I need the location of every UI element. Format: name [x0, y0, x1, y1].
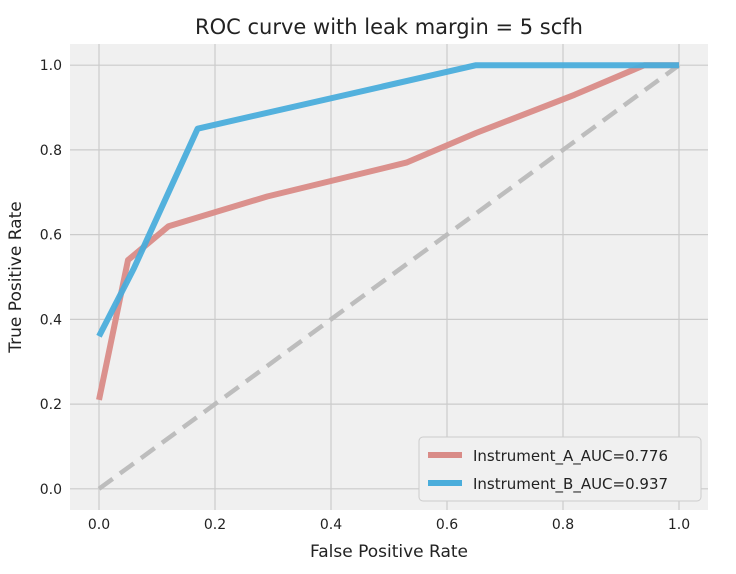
y-tick-label: 0.0 — [40, 482, 62, 498]
x-tick-label: 0.0 — [88, 517, 110, 533]
y-tick-labels: 0.0 0.2 0.4 0.6 0.8 1.0 — [40, 58, 62, 498]
x-tick-label: 1.0 — [668, 517, 690, 533]
legend: Instrument_A_AUC=0.776 Instrument_B_AUC=… — [418, 436, 702, 502]
legend-label-b: Instrument_B_AUC=0.937 — [473, 475, 668, 494]
series-lines — [96, 62, 679, 401]
series-line-b — [96, 62, 679, 338]
x-tick-label: 0.2 — [204, 517, 226, 533]
y-tick-label: 0.6 — [40, 228, 62, 244]
x-tick-label: 0.6 — [436, 517, 458, 533]
y-tick-label: 0.8 — [40, 143, 62, 159]
x-tick-labels: 0.0 0.2 0.4 0.6 0.8 1.0 — [88, 517, 690, 533]
x-axis-label: False Positive Rate — [310, 542, 468, 562]
y-tick-label: 0.4 — [40, 312, 62, 328]
legend-box — [418, 436, 702, 502]
chart-title: ROC curve with leak margin = 5 scfh — [195, 15, 583, 39]
legend-label-a: Instrument_A_AUC=0.776 — [473, 447, 668, 466]
y-axis-label: True Positive Rate — [6, 201, 26, 353]
diagonal-line — [97, 63, 681, 491]
diagonal-reference — [97, 63, 681, 491]
x-tick-label: 0.4 — [320, 517, 342, 533]
y-tick-label: 1.0 — [40, 58, 62, 74]
plot-area — [70, 44, 708, 510]
grid-lines — [70, 44, 708, 510]
y-tick-label: 0.2 — [40, 397, 62, 413]
x-tick-label: 0.8 — [552, 517, 574, 533]
